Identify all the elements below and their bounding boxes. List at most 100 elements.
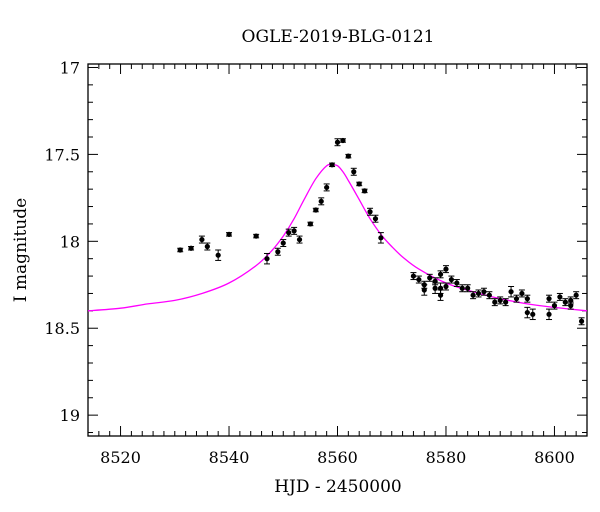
data-point-marker [280,240,286,246]
data-point [410,272,417,281]
data-point [491,298,498,307]
x-tick-label: 8560 [317,448,358,467]
data-point-marker [421,287,427,293]
data-point-marker [470,292,476,298]
x-axis-ticks [87,64,588,436]
data-point-marker [551,303,558,309]
data-point [502,298,509,307]
data-point-marker [432,285,438,291]
data-point [204,242,211,251]
x-tick-label: 8580 [426,448,467,467]
data-point [307,221,314,227]
data-point [448,275,455,284]
data-point-marker [340,137,346,144]
data-point [437,282,444,294]
plot-area [88,137,587,326]
y-tick-label: 19 [60,406,80,425]
data-point [432,277,439,286]
y-tick-label: 18.5 [44,319,80,338]
data-point [551,301,558,310]
data-point-marker [486,292,492,298]
data-point [318,197,325,206]
data-point-marker [443,283,449,290]
data-point-marker [568,303,574,309]
x-axis-tick-labels: 8520 8540 8560 8580 8600 [100,448,575,467]
y-axis-label: I magnitude [11,198,31,302]
data-point [562,298,569,307]
data-point [377,232,384,244]
data-point [372,214,379,223]
data-point-marker [546,296,552,302]
data-point-marker [345,153,351,159]
data-point-marker [492,299,498,305]
data-point-marker [334,139,341,145]
data-point [508,286,515,298]
data-point [546,308,553,321]
data-point-marker [199,236,205,243]
data-point [480,287,487,296]
data-point-marker [448,276,455,283]
data-point-marker [296,236,303,243]
data-point [367,207,374,216]
y-axis-tick-labels: 17 17.5 18 18.5 19 [44,58,80,425]
data-point-marker [573,292,579,298]
data-point [470,291,477,300]
data-point-marker [432,278,438,284]
data-point [356,181,363,187]
data-point [578,317,585,326]
x-axis-label: HJD - 2450000 [274,477,402,497]
plot-frame [87,63,588,437]
data-point [291,226,298,235]
chart-title: OGLE-2019-BLG-0121 [242,27,435,47]
data-point [274,247,281,256]
data-point-marker [362,188,368,194]
data-point [475,289,482,298]
data-point [280,239,287,248]
data-point [285,228,292,237]
data-point [437,270,444,279]
data-point [345,153,352,159]
data-point [426,273,433,282]
data-point [263,252,270,265]
data-point [556,292,563,301]
x-tick-label: 8540 [209,448,250,467]
data-point [567,301,574,310]
data-point [513,294,520,303]
data-point [573,291,580,300]
data-point [442,282,449,291]
x-tick-label: 8520 [100,448,141,467]
data-point-marker [264,256,270,262]
data-point-marker [351,169,357,175]
y-tick-label: 18 [60,232,80,251]
data-point [361,188,368,194]
data-point [524,306,531,319]
data-point [453,279,460,288]
data-point [518,289,525,298]
data-point [524,294,531,303]
data-point-marker [454,280,460,286]
data-point-marker [503,299,509,305]
data-point [546,294,553,303]
data-point-marker [557,294,563,300]
data-point-marker [378,235,384,241]
data-point [334,138,341,147]
data-point-marker [356,181,362,187]
data-point [253,233,260,239]
data-point-marker [481,289,487,295]
data-point-marker [307,221,313,227]
data-point-marker [204,243,210,250]
data-point-marker [410,273,417,279]
data-point-marker [291,228,297,234]
data-point [177,247,184,253]
data-point-marker [546,311,552,317]
data-point-marker [459,285,465,291]
plot-border [87,63,588,437]
x-tick-label: 8600 [534,448,575,467]
data-point-marker [524,296,530,302]
data-point-marker [367,209,373,215]
data-point [329,162,336,168]
data-point-marker [324,184,330,191]
data-point [421,284,428,296]
data-point [226,231,233,237]
data-point [459,284,466,293]
